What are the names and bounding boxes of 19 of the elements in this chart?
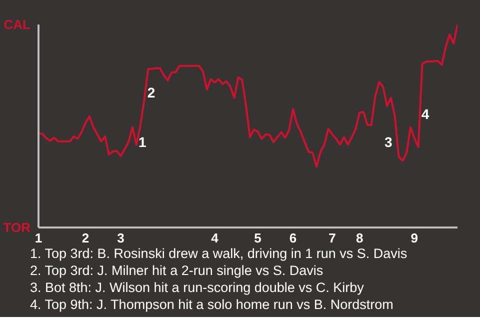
x-tick-label: 6 (289, 230, 297, 246)
annotation: 2 (147, 84, 156, 101)
text: 1. Top 3rd: B. Rosinski drew a walk, driving in 1 run vs S. Davis (30, 245, 408, 262)
text: TOR (3, 220, 32, 235)
x-tick-label: 3 (117, 230, 124, 246)
text: CAL (4, 17, 31, 32)
text: 4. Top 9th: J. Thompson hit a solo home run vs B. Nordstrom (30, 296, 394, 313)
annotation: 4 (421, 106, 430, 122)
x-tick-label: 1 (34, 230, 42, 246)
annotation: 1 (138, 134, 147, 150)
x-tick-label: 5 (254, 230, 262, 246)
x-tick-label: 4 (211, 230, 220, 246)
x-tick-label: 7 (328, 230, 336, 246)
x-tick-label: 8 (356, 230, 364, 246)
x-tick-label: 2 (82, 230, 90, 246)
text: 2. Top 3rd: J. Milner hit a 2-run single vs S. Davis (30, 262, 324, 279)
x-tick-label: 9 (410, 230, 418, 246)
text: 3. Bot 8th: J. Wilson hit a run-scoring double vs C. Kirby (30, 279, 365, 296)
annotation: 3 (384, 134, 392, 150)
